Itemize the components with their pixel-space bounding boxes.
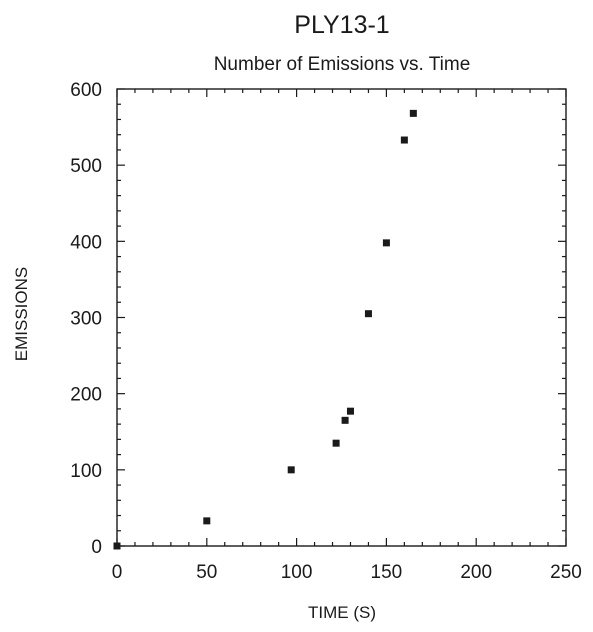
- data-point: [332, 439, 340, 447]
- x-tick-label: 200: [460, 562, 492, 583]
- y-tick-label: 0: [91, 537, 102, 558]
- data-point: [113, 542, 121, 550]
- plot-frame: [116, 88, 567, 547]
- y-tick-label: 300: [70, 309, 102, 330]
- x-tick-label: 50: [196, 562, 217, 583]
- data-point: [341, 416, 349, 424]
- chart-title: PLY13-1: [294, 11, 389, 39]
- x-tick-label: 250: [550, 562, 582, 583]
- y-axis: 0 100 200 300 400 500 600: [70, 80, 566, 558]
- data-points: [113, 109, 417, 550]
- data-point: [382, 239, 390, 247]
- y-tick-label: 100: [70, 461, 102, 482]
- x-tick-label: 150: [371, 562, 403, 583]
- chart-subtitle: Number of Emissions vs. Time: [214, 54, 471, 75]
- data-point: [400, 136, 408, 144]
- plot-border: [116, 88, 567, 547]
- x-tick-label: 100: [281, 562, 313, 583]
- data-point: [364, 310, 372, 318]
- data-point: [287, 466, 295, 474]
- y-tick-label: 500: [70, 156, 102, 177]
- data-point: [409, 109, 417, 117]
- x-axis-label: TIME (S): [308, 603, 376, 622]
- data-point: [203, 517, 211, 525]
- x-tick-label: 0: [112, 562, 123, 583]
- y-tick-label: 200: [70, 385, 102, 406]
- y-axis-label: EMISSIONS: [12, 267, 31, 361]
- y-tick-label: 600: [70, 80, 102, 101]
- x-axis: 0 50 100 150 200 250: [112, 89, 582, 583]
- y-tick-label: 400: [70, 232, 102, 253]
- data-point: [346, 407, 354, 415]
